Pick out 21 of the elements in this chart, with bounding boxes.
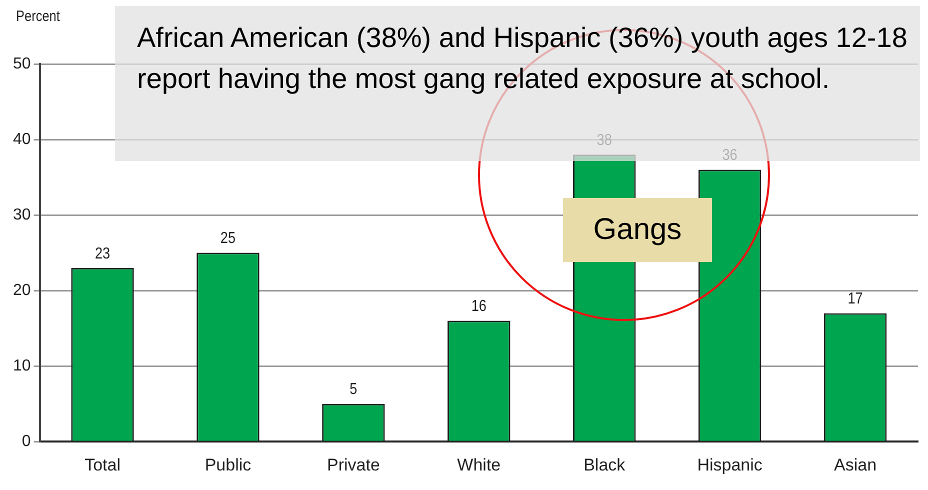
x-tick-label: Black: [584, 455, 626, 474]
data-label: 23: [94, 245, 110, 263]
data-label: 25: [220, 230, 236, 248]
x-tick-label: Private: [326, 455, 380, 474]
y-tick-label: 30: [13, 206, 31, 224]
x-tick-label: Hispanic: [697, 455, 763, 474]
x-tick-label: White: [457, 455, 501, 474]
y-axis-title: Percent: [16, 8, 60, 25]
data-label: 17: [848, 290, 863, 308]
y-tick-label: 20: [13, 282, 31, 299]
y-tick-label: 50: [13, 55, 31, 72]
y-tick-label: 40: [13, 130, 31, 148]
x-tick-label: Total: [84, 455, 120, 474]
y-tick-label: 0: [22, 433, 31, 450]
x-tick-label: Public: [204, 455, 252, 474]
y-tick-label: 10: [13, 357, 31, 374]
x-tick-label: Asian: [834, 455, 877, 474]
annotation: Gangs: [563, 198, 712, 262]
annotation: African American (38%) and Hispanic (36%) youth ages 12-18 report having the most gang related exposure at school.: [137, 22, 908, 94]
data-label: 16: [471, 298, 486, 316]
data-label: 5: [350, 381, 358, 399]
